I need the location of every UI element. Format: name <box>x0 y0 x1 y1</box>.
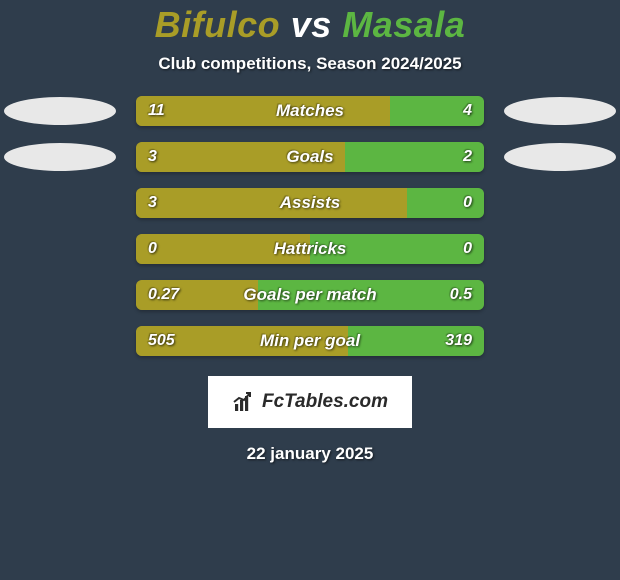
oval-right <box>504 97 616 125</box>
value-right: 4 <box>463 96 472 126</box>
bar-left-fill <box>136 188 407 218</box>
stat-bar: 0.270.5Goals per match <box>136 280 484 310</box>
player-right-name: Masala <box>342 4 465 45</box>
vs-text: vs <box>291 4 332 45</box>
value-right: 0.5 <box>450 280 472 310</box>
value-left: 505 <box>148 326 175 356</box>
brand-text: FcTables.com <box>262 391 388 413</box>
brand-badge: FcTables.com <box>208 376 412 428</box>
stat-row: 505319Min per goal <box>0 326 620 356</box>
bar-left-fill <box>136 96 390 126</box>
stat-row: 114Matches <box>0 96 620 126</box>
bar-left-fill <box>136 142 345 172</box>
value-left: 3 <box>148 188 157 218</box>
stat-bar: 30Assists <box>136 188 484 218</box>
stat-bar: 32Goals <box>136 142 484 172</box>
oval-left <box>4 97 116 125</box>
stat-bar: 114Matches <box>136 96 484 126</box>
stat-row: 30Assists <box>0 188 620 218</box>
stat-bar: 00Hattricks <box>136 234 484 264</box>
value-left: 0 <box>148 234 157 264</box>
value-left: 11 <box>148 96 165 126</box>
value-left: 0.27 <box>148 280 179 310</box>
date-text: 22 january 2025 <box>247 444 374 464</box>
page-title: Bifulco vs Masala <box>155 4 466 46</box>
bar-right-fill <box>407 188 484 218</box>
stat-rows: 114Matches32Goals30Assists00Hattricks0.2… <box>0 96 620 356</box>
value-right: 319 <box>445 326 472 356</box>
value-right: 0 <box>463 234 472 264</box>
stat-bar: 505319Min per goal <box>136 326 484 356</box>
value-right: 2 <box>463 142 472 172</box>
value-right: 0 <box>463 188 472 218</box>
player-left-name: Bifulco <box>155 4 281 45</box>
value-left: 3 <box>148 142 157 172</box>
stat-row: 0.270.5Goals per match <box>0 280 620 310</box>
stat-row: 32Goals <box>0 142 620 172</box>
subtitle: Club competitions, Season 2024/2025 <box>158 54 461 74</box>
bar-left-fill <box>136 234 310 264</box>
chart-icon <box>232 390 256 414</box>
oval-right <box>504 143 616 171</box>
bar-right-fill <box>310 234 484 264</box>
comparison-card: Bifulco vs Masala Club competitions, Sea… <box>0 0 620 580</box>
oval-left <box>4 143 116 171</box>
stat-row: 00Hattricks <box>0 234 620 264</box>
